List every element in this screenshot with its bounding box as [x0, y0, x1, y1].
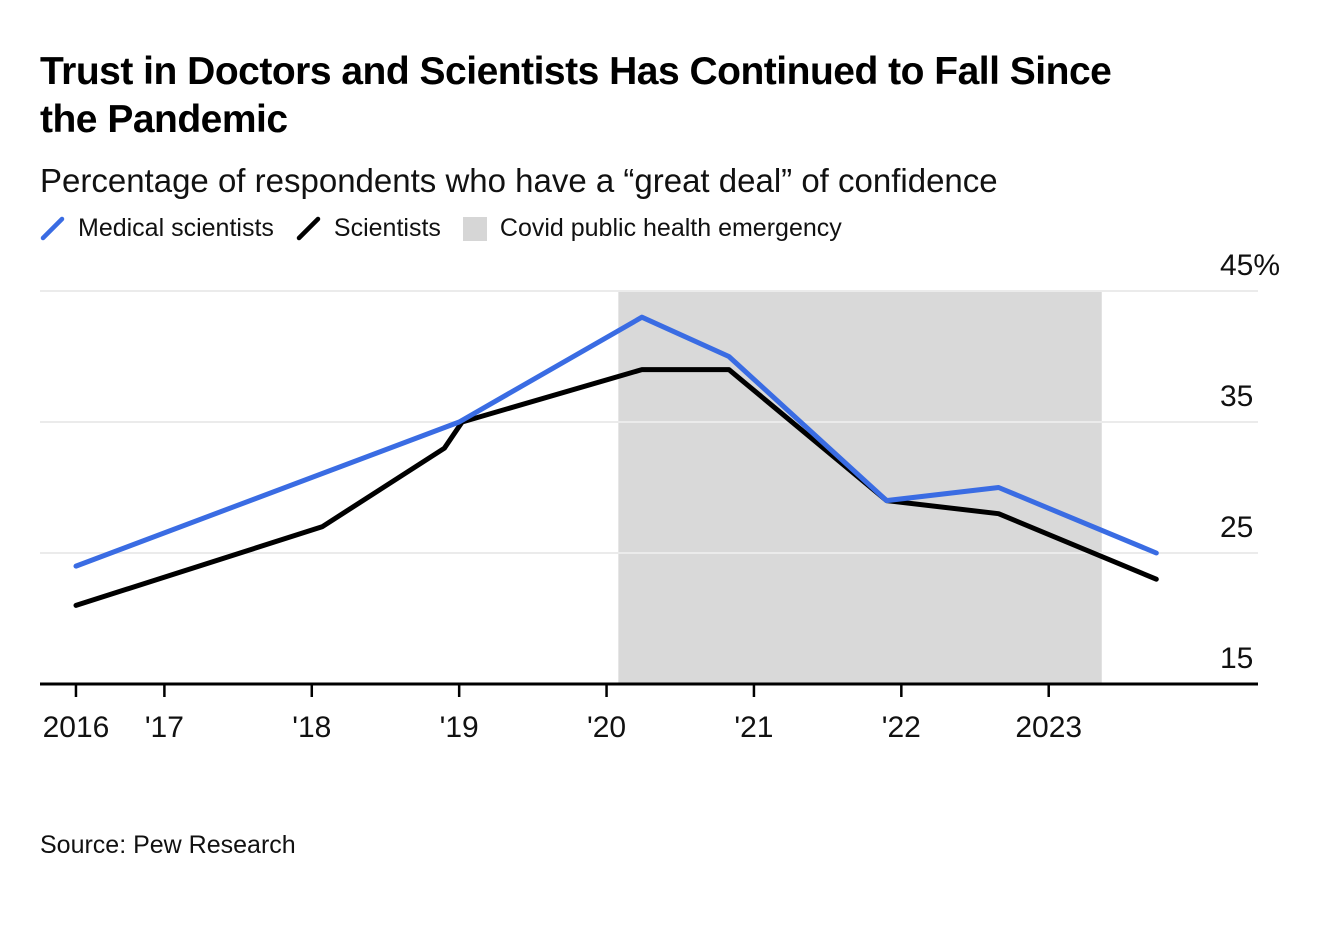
- x-axis-label-2023: 2023: [1015, 711, 1082, 744]
- blue-slash-line: [40, 216, 65, 241]
- x-axis-label-2016: 2016: [43, 711, 110, 744]
- x-axis-label-'19: '19: [440, 711, 479, 744]
- y-axis-label-15: 15: [1220, 642, 1253, 675]
- y-axis-label-45: 45%: [1220, 249, 1280, 282]
- black-slash-line: [296, 216, 321, 241]
- y-axis-label-35: 35: [1220, 380, 1253, 413]
- series-line-scientists: [73, 367, 1159, 608]
- legend-label-scientists: Scientists: [333, 214, 441, 242]
- gray-square-swatch: [462, 216, 487, 241]
- x-axis-label-'22: '22: [882, 711, 921, 744]
- chart-title-line-2: the Pandemic: [40, 98, 288, 141]
- legend-item-scientists: Scientists: [296, 214, 441, 243]
- black-slash-icon: [296, 216, 321, 241]
- legend-label-covid-emergency: Covid public health emergency: [499, 214, 842, 242]
- series-line-medical-scientists: [73, 314, 1159, 569]
- x-axis-label-'21: '21: [734, 711, 773, 744]
- covid-emergency-band: [618, 291, 1102, 684]
- gray-square-icon: [462, 216, 487, 241]
- x-axis-label-'18: '18: [292, 711, 331, 744]
- blue-slash-icon: [40, 216, 65, 241]
- chart-subtitle: Percentage of respondents who have a “gr…: [40, 162, 998, 199]
- chart-legend: Medical scientists Scientists Covid publ…: [40, 214, 842, 243]
- chart-title-line-1: Trust in Doctors and Scientists Has Cont…: [40, 50, 1112, 93]
- chart-title: Trust in Doctors and Scientists Has Cont…: [40, 48, 1112, 144]
- x-axis-label-'17: '17: [145, 711, 184, 744]
- legend-label-medical-scientists: Medical scientists: [78, 214, 274, 242]
- y-axis-label-25: 25: [1220, 511, 1253, 544]
- legend-item-covid-emergency: Covid public health emergency: [462, 214, 842, 243]
- legend-item-medical-scientists: Medical scientists: [40, 214, 274, 243]
- x-axis-label-'20: '20: [587, 711, 626, 744]
- source-note: Source: Pew Research: [40, 831, 296, 859]
